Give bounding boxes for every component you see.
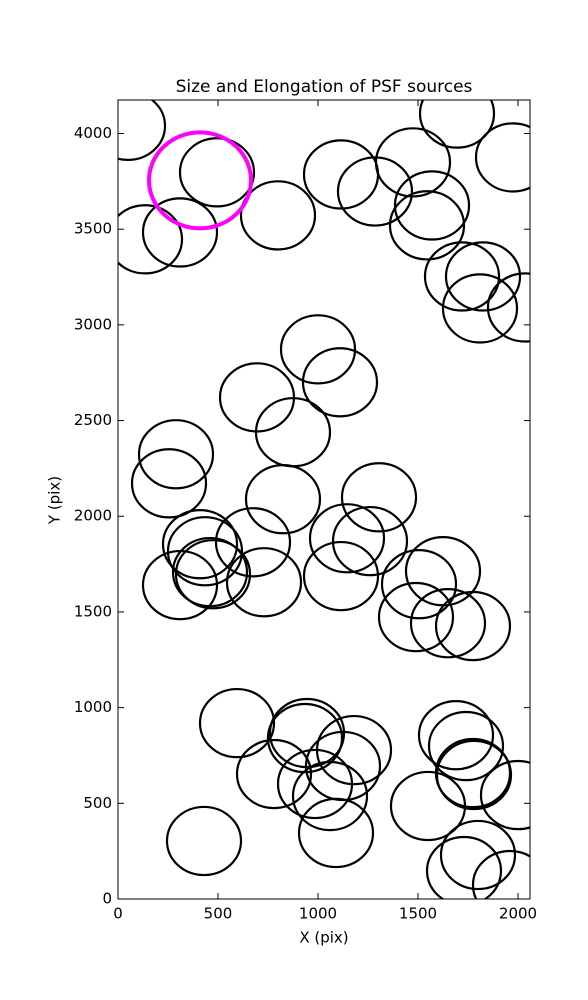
psf-ellipse [174,539,252,610]
psf-ellipse [147,130,253,231]
x-tick-label: 500 [204,905,233,923]
psf-ellipse [198,687,276,759]
psf-ellipse [374,127,452,198]
psf-ellipse [301,347,379,418]
psf-ellipse [137,419,215,490]
psf-ellipse [130,448,208,519]
psf-ellipse [439,819,517,891]
psf-ellipse [336,156,414,227]
psf-ellipse [389,770,467,842]
psf-ellipse [225,547,303,618]
psf-ellipse [302,139,380,210]
psf-ellipse [409,588,487,659]
y-tick-label: 0 [102,890,112,908]
plot-frame [117,99,531,900]
psf-ellipse [417,700,495,771]
y-axis-label: Y (pix) [46,476,64,525]
x-tick-label: 1500 [399,905,437,923]
psf-ellipse [425,835,503,899]
psf-ellipse [388,190,466,261]
psf-ellipse [380,549,458,620]
y-tick-label: 4000 [74,124,112,142]
psf-ellipse [166,516,244,587]
psf-ellipse [291,760,369,832]
psf-ellipse [418,100,496,149]
psf-ellipse [423,241,501,312]
psf-ellipse [486,272,530,343]
plot-area [118,100,530,899]
psf-ellipse [427,710,505,782]
psf-ellipse [244,464,322,535]
psf-ellipse [441,273,519,344]
psf-ellipse [297,797,375,869]
psf-ellipse [165,805,243,877]
x-tick-label: 2000 [499,905,537,923]
psf-ellipse [474,122,530,193]
y-tick-label: 3000 [74,315,112,333]
chart-title: Size and Elongation of PSF sources [176,77,473,97]
x-axis-label: X (pix) [299,929,348,947]
psf-ellipse [393,170,471,241]
psf-ellipse [141,549,219,621]
psf-ellipse [178,137,256,208]
psf-ellipse [340,462,418,533]
psf-ellipse [377,581,455,653]
y-tick-label: 2000 [74,507,112,525]
y-tick-label: 1000 [74,698,112,716]
psf-ellipse [479,759,530,831]
psf-ellipse [331,505,409,577]
psf-ellipse [471,849,530,899]
psf-ellipse [118,100,167,161]
psf-ellipse [161,509,239,580]
psf-ellipse [435,739,513,811]
y-tick-label: 3500 [74,220,112,238]
psf-ellipse [302,540,380,612]
psf-ellipse [434,590,512,662]
psf-ellipse [235,738,313,810]
psf-ellipse [444,241,522,312]
psf-ellipse [239,180,317,251]
psf-ellipse [214,507,292,578]
x-tick-label: 0 [113,905,123,923]
psf-ellipse [118,204,184,275]
y-tick-label: 500 [83,794,112,812]
psf-ellipse [308,503,386,574]
psf-ellipse [276,748,354,820]
psf-ellipse [141,197,219,268]
x-tick-label: 1000 [299,905,337,923]
psf-ellipse [279,314,357,385]
y-tick-label: 2500 [74,411,112,429]
y-tick-label: 1500 [74,602,112,620]
